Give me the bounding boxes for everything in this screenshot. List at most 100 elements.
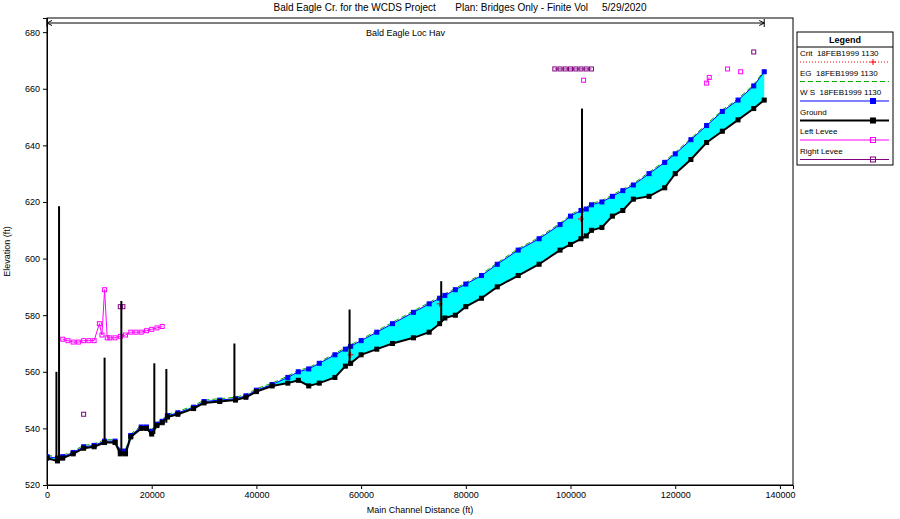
series-marker <box>139 330 143 334</box>
series-marker <box>631 183 635 187</box>
series-marker <box>92 339 96 343</box>
series-marker <box>333 375 337 379</box>
series-marker <box>736 98 740 102</box>
series-marker <box>480 274 484 278</box>
series-marker <box>537 262 541 266</box>
series-marker <box>516 248 520 252</box>
series-marker <box>705 124 709 128</box>
series-marker <box>333 353 337 357</box>
x-tick: 120000 <box>661 485 691 500</box>
series-marker <box>82 339 86 343</box>
series-marker <box>582 78 586 82</box>
x-tick: 40000 <box>244 485 269 500</box>
y-tick-label: 620 <box>25 197 40 207</box>
x-tick-label: 80000 <box>454 490 479 500</box>
series-marker <box>113 441 117 445</box>
series-marker <box>391 341 395 345</box>
series-marker <box>705 81 709 85</box>
x-tick-mark <box>571 485 572 489</box>
series-marker <box>124 452 128 456</box>
series-marker <box>673 152 677 156</box>
y-tick-label: 680 <box>25 28 40 38</box>
y-tick-label: 540 <box>25 424 40 434</box>
y-axis-title: Elevation (ft) <box>2 226 12 277</box>
series-marker <box>61 337 65 341</box>
series-marker <box>76 340 80 344</box>
y-tick: 520 <box>25 480 47 490</box>
series-marker <box>762 70 766 74</box>
series-marker <box>343 364 347 368</box>
legend-marker <box>871 157 876 162</box>
y-tick-label: 600 <box>25 254 40 264</box>
y-tick: 560 <box>25 367 47 377</box>
series-marker <box>705 141 709 145</box>
series-marker <box>558 67 562 71</box>
x-tick-mark <box>152 485 153 489</box>
series-marker <box>155 326 159 330</box>
legend-separator <box>797 47 893 48</box>
y-tick-mark <box>43 485 47 486</box>
reach-arrow <box>47 19 764 27</box>
series-marker <box>134 330 138 334</box>
legend: LegendCrit 18FEB1999 1130EG 18FEB1999 11… <box>797 32 893 165</box>
series-marker <box>427 302 431 306</box>
bridge <box>581 109 583 239</box>
series-marker <box>495 262 499 266</box>
series-marker <box>82 446 86 450</box>
series-marker <box>464 305 468 309</box>
x-tick: 140000 <box>765 485 795 500</box>
y-tick-mark <box>43 145 47 146</box>
series-marker <box>150 432 154 436</box>
legend-title: Legend <box>829 35 861 45</box>
series-marker <box>736 118 740 122</box>
series-marker <box>558 223 562 227</box>
series-marker <box>427 330 431 334</box>
series-marker <box>443 293 447 297</box>
series-marker <box>108 336 112 340</box>
series-marker <box>726 67 730 71</box>
series-line <box>84 52 754 414</box>
series-marker <box>391 322 395 326</box>
series-marker <box>160 325 164 329</box>
y-tick: 620 <box>25 197 47 207</box>
series-marker <box>359 339 363 343</box>
plot-frame <box>47 18 793 485</box>
series-marker <box>569 67 573 71</box>
series-marker <box>202 401 206 405</box>
series-marker <box>113 336 117 340</box>
series-marker <box>97 322 101 326</box>
series-marker <box>129 330 133 334</box>
series-line <box>63 69 741 342</box>
series-marker <box>600 225 604 229</box>
series-marker <box>752 107 756 111</box>
x-tick: 100000 <box>556 485 586 500</box>
series-marker <box>673 172 677 176</box>
series-line <box>47 100 764 461</box>
legend-marker <box>871 138 876 143</box>
bridge <box>120 301 122 454</box>
series-marker <box>375 330 379 334</box>
series-line <box>47 70 764 456</box>
y-axis: 520540560580600620640660680 <box>25 19 48 491</box>
series-line <box>351 219 581 355</box>
series-marker <box>453 313 457 317</box>
series-marker <box>139 426 143 430</box>
y-tick-mark <box>43 315 47 316</box>
series-marker <box>296 370 300 374</box>
series-marker <box>160 421 164 425</box>
series-marker <box>124 333 128 337</box>
legend-label: W S 18FEB1999 1130 <box>800 88 882 97</box>
legend-label: Left Levee <box>800 127 838 136</box>
y-tick: 680 <box>25 28 47 38</box>
y-tick-label: 560 <box>25 367 40 377</box>
legend-label: Right Levee <box>800 147 843 156</box>
y-tick-mark <box>43 202 47 203</box>
legend-label: Crit 18FEB1999 1130 <box>800 49 879 58</box>
x-axis-title: Main Channel Distance (ft) <box>367 505 474 515</box>
series-marker <box>621 208 625 212</box>
series-marker <box>71 452 75 456</box>
title: Bald Eagle Cr. for the WCDS Project Plan… <box>274 2 647 13</box>
y-tick-label: 660 <box>25 84 40 94</box>
legend-marker <box>870 59 876 65</box>
reach-label: Bald Eagle Loc Hav <box>366 28 446 38</box>
